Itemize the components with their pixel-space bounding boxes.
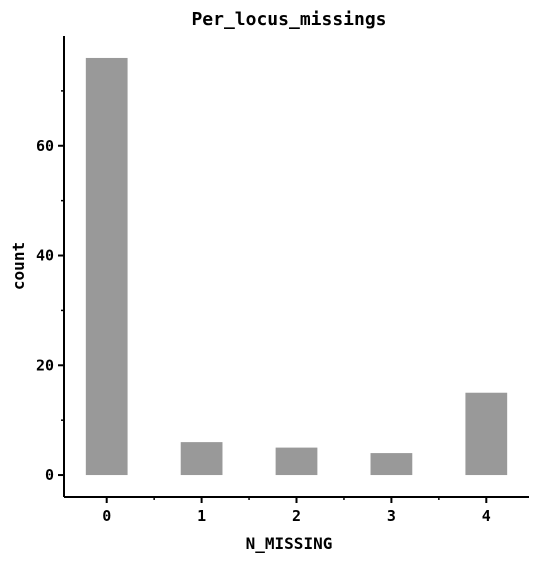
chart-title: Per_locus_missings <box>191 9 386 30</box>
bar-4 <box>465 392 508 476</box>
y-axis-title: count <box>9 242 28 290</box>
x-axis-title: N_MISSING <box>246 534 333 553</box>
bar-2 <box>275 447 318 476</box>
y-tick-label: 60 <box>36 137 54 155</box>
x-axis: 0 1 2 3 4 <box>64 496 529 525</box>
y-tick-label: 20 <box>36 356 54 374</box>
x-tick-label: 2 <box>292 507 301 525</box>
y-tick-label: 40 <box>36 247 54 265</box>
x-tick-label: 3 <box>387 507 396 525</box>
y-tick-label: 0 <box>45 466 54 484</box>
bars-group <box>85 57 508 476</box>
y-axis: 0 20 40 60 <box>36 36 65 497</box>
bar-1 <box>180 442 223 476</box>
bar-3 <box>370 453 413 476</box>
x-tick-label: 0 <box>102 507 111 525</box>
x-tick-label: 1 <box>197 507 206 525</box>
bar-0 <box>85 57 128 476</box>
x-tick-label: 4 <box>482 507 491 525</box>
